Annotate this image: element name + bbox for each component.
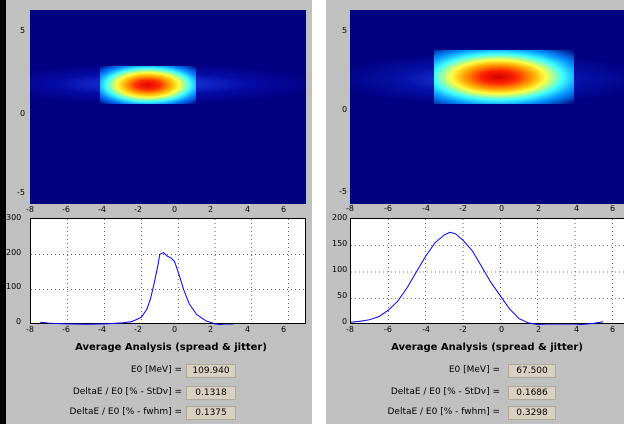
metric-value-field: 0.1375 [186, 406, 236, 420]
x-tick: -8 [26, 325, 34, 334]
x-tick: -2 [459, 325, 467, 334]
x-tick: 2 [536, 325, 542, 334]
spectrum-line [351, 231, 604, 325]
x-tick: -6 [384, 325, 392, 334]
spectrum-line [40, 252, 234, 325]
y-tick: 0 [16, 317, 22, 326]
x-tick: -8 [346, 325, 354, 334]
spectrum-plot-left [30, 218, 307, 325]
x-tick: 0 [172, 325, 178, 334]
y-tick: 5 [342, 26, 348, 35]
metric-stdv-row: DeltaE / E0 [% - StDv] = 0.1318 [6, 386, 312, 400]
panel-separator [312, 0, 326, 424]
x-tick: -6 [62, 205, 70, 214]
x-tick: -4 [98, 205, 106, 214]
metric-e0-row: E0 [MeV] = 67.500 [326, 364, 624, 378]
x-tick: 2 [208, 205, 214, 214]
metric-label: DeltaE / E0 [% - fwhm] = [69, 407, 182, 417]
window-edge-strip [0, 0, 6, 424]
metric-value-field: 67.500 [508, 364, 556, 378]
y-tick: 5 [20, 26, 26, 35]
beam-spot [434, 50, 574, 104]
metric-label: E0 [MeV] = [130, 365, 182, 375]
y-tick: 0 [342, 317, 348, 326]
metric-label: DeltaE / E0 [% - fwhm] = [387, 407, 500, 417]
analysis-title: Average Analysis (spread & jitter) [75, 342, 267, 353]
spectrum-chart [351, 219, 624, 325]
y-tick: 300 [6, 213, 22, 222]
y-tick: 200 [6, 248, 22, 257]
x-tick: -4 [98, 325, 106, 334]
metric-fwhm-row: DeltaE / E0 [% - fwhm] = 0.1375 [6, 406, 312, 420]
spectrum-chart [31, 219, 307, 325]
metric-e0-row: E0 [MeV] = 109.940 [6, 364, 312, 378]
x-tick: -8 [346, 204, 354, 213]
x-tick: -4 [422, 325, 430, 334]
x-tick: 4 [574, 325, 580, 334]
left-panel: 5 0 -5 -8 -6 -4 -2 0 2 4 6 300 200 100 0… [6, 0, 312, 424]
y-tick: 100 [6, 282, 22, 291]
metric-value-field: 0.3298 [508, 406, 556, 420]
x-tick: 6 [610, 325, 616, 334]
metric-value-field: 0.1686 [508, 386, 556, 400]
x-tick: 4 [245, 205, 251, 214]
x-tick: 0 [499, 325, 505, 334]
y-tick: -5 [339, 187, 347, 196]
spectrum-plot-right [350, 218, 624, 325]
x-tick: 2 [536, 204, 542, 213]
x-tick: 0 [499, 204, 505, 213]
y-tick: 200 [332, 213, 348, 222]
y-tick: 50 [337, 291, 348, 300]
y-tick: 0 [20, 109, 26, 118]
y-tick: 0 [342, 105, 348, 114]
x-tick: 0 [172, 205, 178, 214]
analysis-title: Average Analysis (spread & jitter) [391, 342, 583, 353]
beam-image-left [30, 10, 306, 204]
x-tick: 2 [208, 325, 214, 334]
y-tick: -5 [17, 188, 25, 197]
y-tick: 100 [332, 265, 348, 274]
right-panel: 5 0 -5 -8 -6 -4 -2 0 2 4 6 200 150 100 5… [326, 0, 624, 424]
x-tick: -4 [422, 204, 430, 213]
x-tick: 4 [574, 204, 580, 213]
x-tick: 6 [610, 204, 616, 213]
x-tick: -2 [134, 205, 142, 214]
metric-value-field: 0.1318 [186, 386, 236, 400]
y-tick: 150 [332, 239, 348, 248]
beam-spot [100, 66, 196, 104]
metric-fwhm-row: DeltaE / E0 [% - fwhm] = 0.3298 [326, 406, 624, 420]
x-tick: -6 [62, 325, 70, 334]
x-tick: 4 [245, 325, 251, 334]
metric-stdv-row: DeltaE / E0 [% - StDv] = 0.1686 [326, 386, 624, 400]
x-tick: -6 [384, 204, 392, 213]
x-tick: 6 [281, 205, 287, 214]
beam-image-right [350, 10, 624, 204]
x-tick: -2 [134, 325, 142, 334]
x-tick: -8 [26, 205, 34, 214]
metric-label: DeltaE / E0 [% - StDv] = [72, 387, 182, 397]
metric-value-field: 109.940 [186, 364, 236, 378]
metric-label: DeltaE / E0 [% - StDv] = [390, 387, 500, 397]
metric-label: E0 [MeV] = [448, 365, 500, 375]
x-tick: -2 [459, 204, 467, 213]
x-tick: 6 [281, 325, 287, 334]
